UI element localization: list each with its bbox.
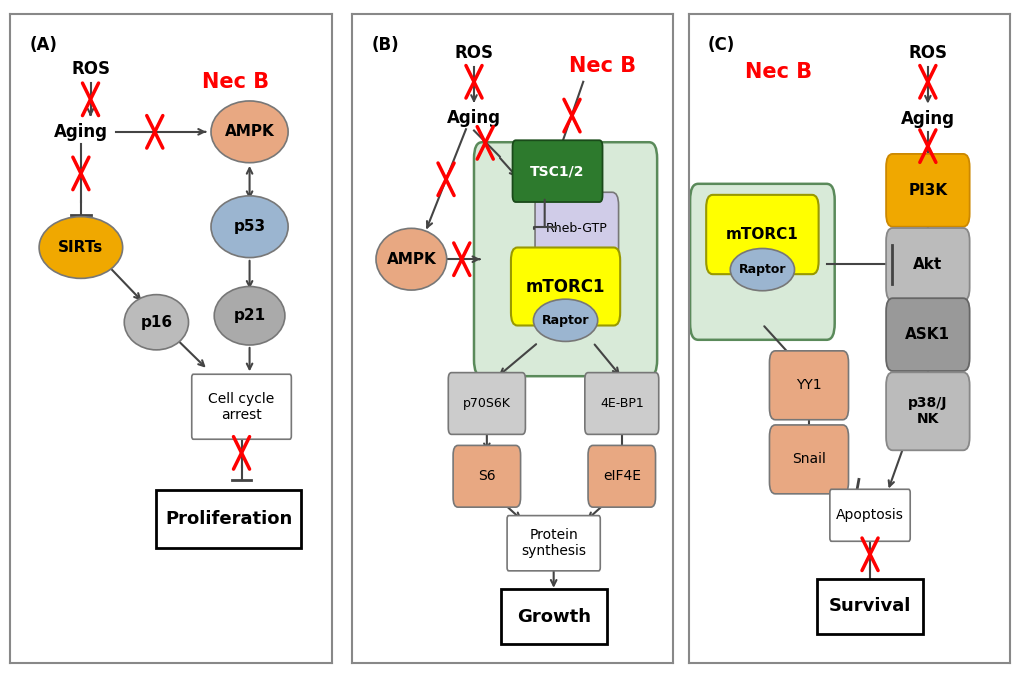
Text: p16: p16 (141, 315, 172, 330)
FancyBboxPatch shape (506, 516, 599, 571)
FancyBboxPatch shape (886, 372, 969, 450)
Ellipse shape (533, 299, 597, 341)
Text: TSC1/2: TSC1/2 (530, 165, 584, 179)
Text: ROS: ROS (454, 43, 493, 62)
Text: eIF4E: eIF4E (602, 469, 640, 483)
Text: Growth: Growth (517, 608, 590, 626)
Text: Rheb-GTP: Rheb-GTP (545, 221, 607, 234)
Text: p53: p53 (233, 219, 265, 234)
Text: AMPK: AMPK (224, 125, 274, 139)
FancyBboxPatch shape (705, 195, 818, 274)
Ellipse shape (211, 196, 287, 257)
Text: YY1: YY1 (796, 378, 821, 392)
FancyBboxPatch shape (512, 140, 602, 202)
FancyBboxPatch shape (511, 248, 620, 326)
Text: p70S6K: p70S6K (463, 397, 511, 410)
Ellipse shape (214, 286, 284, 345)
FancyBboxPatch shape (768, 351, 848, 420)
FancyBboxPatch shape (452, 445, 520, 507)
FancyBboxPatch shape (156, 490, 301, 548)
FancyBboxPatch shape (886, 298, 969, 371)
FancyBboxPatch shape (588, 445, 655, 507)
Text: ROS: ROS (908, 43, 947, 62)
Text: Nec B: Nec B (202, 72, 268, 92)
FancyBboxPatch shape (474, 142, 656, 376)
Text: PI3K: PI3K (907, 183, 947, 198)
Text: S6: S6 (478, 469, 495, 483)
Text: Aging: Aging (446, 108, 500, 127)
Text: AMPK: AMPK (386, 252, 436, 267)
FancyBboxPatch shape (690, 184, 834, 340)
FancyBboxPatch shape (500, 589, 606, 645)
Text: p38/J
NK: p38/J NK (907, 396, 947, 427)
Text: Raptor: Raptor (738, 263, 786, 276)
Text: Proliferation: Proliferation (165, 510, 292, 528)
Text: Akt: Akt (912, 257, 942, 272)
FancyBboxPatch shape (886, 228, 969, 301)
Text: ROS: ROS (71, 60, 110, 78)
FancyBboxPatch shape (448, 372, 525, 435)
Ellipse shape (124, 294, 189, 350)
Text: mTORC1: mTORC1 (526, 278, 604, 295)
Text: mTORC1: mTORC1 (726, 227, 798, 242)
Text: ASK1: ASK1 (905, 327, 950, 342)
Text: Apoptosis: Apoptosis (836, 508, 903, 522)
Ellipse shape (730, 248, 794, 290)
Text: Nec B: Nec B (744, 62, 811, 82)
Text: Raptor: Raptor (541, 314, 589, 327)
Text: Aging: Aging (54, 123, 108, 141)
Text: (A): (A) (30, 37, 57, 54)
Text: Snail: Snail (792, 452, 825, 466)
Text: Nec B: Nec B (569, 56, 636, 76)
Text: 4E-BP1: 4E-BP1 (599, 397, 643, 410)
FancyBboxPatch shape (535, 192, 618, 264)
FancyBboxPatch shape (886, 154, 969, 227)
Text: Survival: Survival (828, 597, 910, 615)
Ellipse shape (39, 217, 122, 278)
Text: Aging: Aging (900, 110, 954, 128)
Text: SIRTs: SIRTs (58, 240, 103, 255)
Ellipse shape (376, 228, 446, 290)
Text: (C): (C) (707, 37, 735, 54)
FancyBboxPatch shape (584, 372, 658, 435)
FancyBboxPatch shape (829, 489, 909, 542)
Ellipse shape (211, 101, 287, 162)
FancyBboxPatch shape (816, 579, 922, 634)
Text: p21: p21 (233, 308, 265, 323)
FancyBboxPatch shape (192, 374, 291, 439)
Text: Cell cycle
arrest: Cell cycle arrest (208, 391, 274, 422)
Text: Protein
synthesis: Protein synthesis (521, 528, 586, 559)
Text: (B): (B) (371, 37, 398, 54)
FancyBboxPatch shape (768, 425, 848, 494)
